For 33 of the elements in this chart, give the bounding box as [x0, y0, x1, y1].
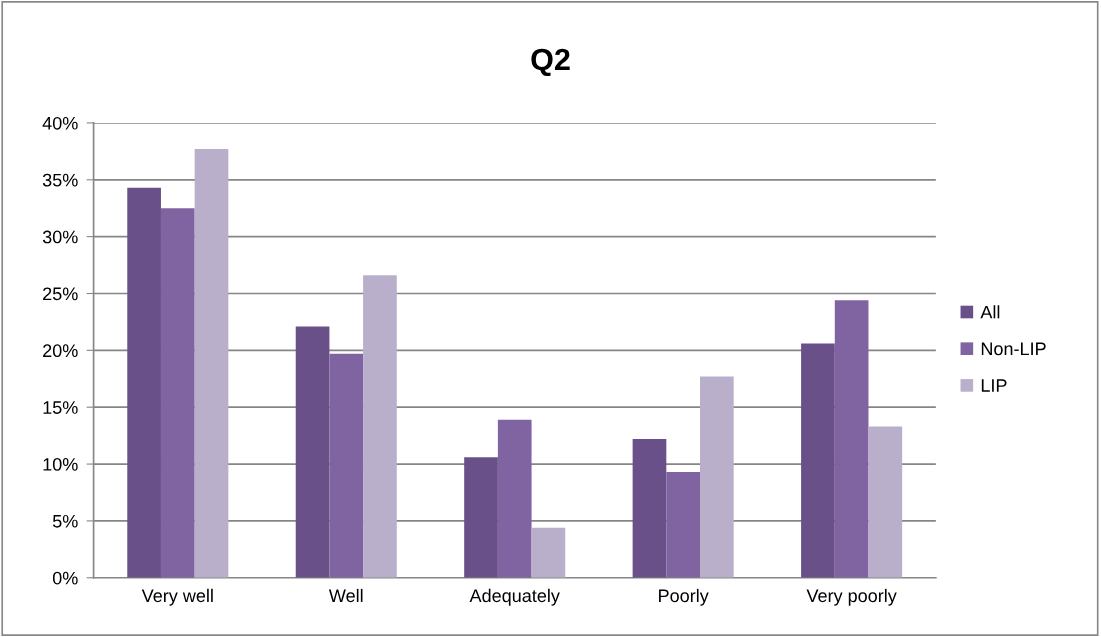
bar	[632, 439, 667, 578]
x-tick-label: Very well	[141, 588, 213, 606]
x-tick-label: Poorly	[659, 588, 709, 606]
bar	[834, 300, 869, 578]
x-tick-label: Adequately	[469, 588, 560, 606]
bar	[868, 426, 903, 578]
x-tick-label: Very poorly	[806, 588, 897, 606]
y-tick-label: 20%	[43, 344, 78, 358]
bar	[295, 326, 330, 578]
y-tick-label: 40%	[42, 116, 78, 130]
bar	[497, 419, 532, 578]
y-tick-label: 0%	[52, 571, 78, 585]
y-tick-label: 35%	[42, 173, 78, 187]
bar	[194, 149, 229, 578]
y-tick-label: 15%	[43, 401, 78, 414]
bar	[464, 457, 498, 578]
bar	[160, 208, 195, 578]
legend-label: All	[980, 305, 1000, 319]
x-tick-label: Well	[328, 588, 363, 603]
legend-label: LIP	[981, 379, 1007, 392]
bar	[127, 187, 161, 578]
y-tick-label: 30%	[42, 230, 78, 244]
y-tick-label: 10%	[43, 457, 78, 471]
legend-label: Non-LIP	[981, 342, 1046, 356]
y-tick-label: 25%	[43, 287, 78, 301]
bar	[329, 353, 364, 578]
bar	[531, 527, 566, 578]
bar	[363, 275, 397, 578]
bar	[801, 343, 835, 578]
bar	[666, 472, 701, 578]
y-tick-label: 5%	[52, 514, 78, 528]
chart-title: Q2	[531, 48, 570, 77]
bar	[700, 376, 734, 578]
